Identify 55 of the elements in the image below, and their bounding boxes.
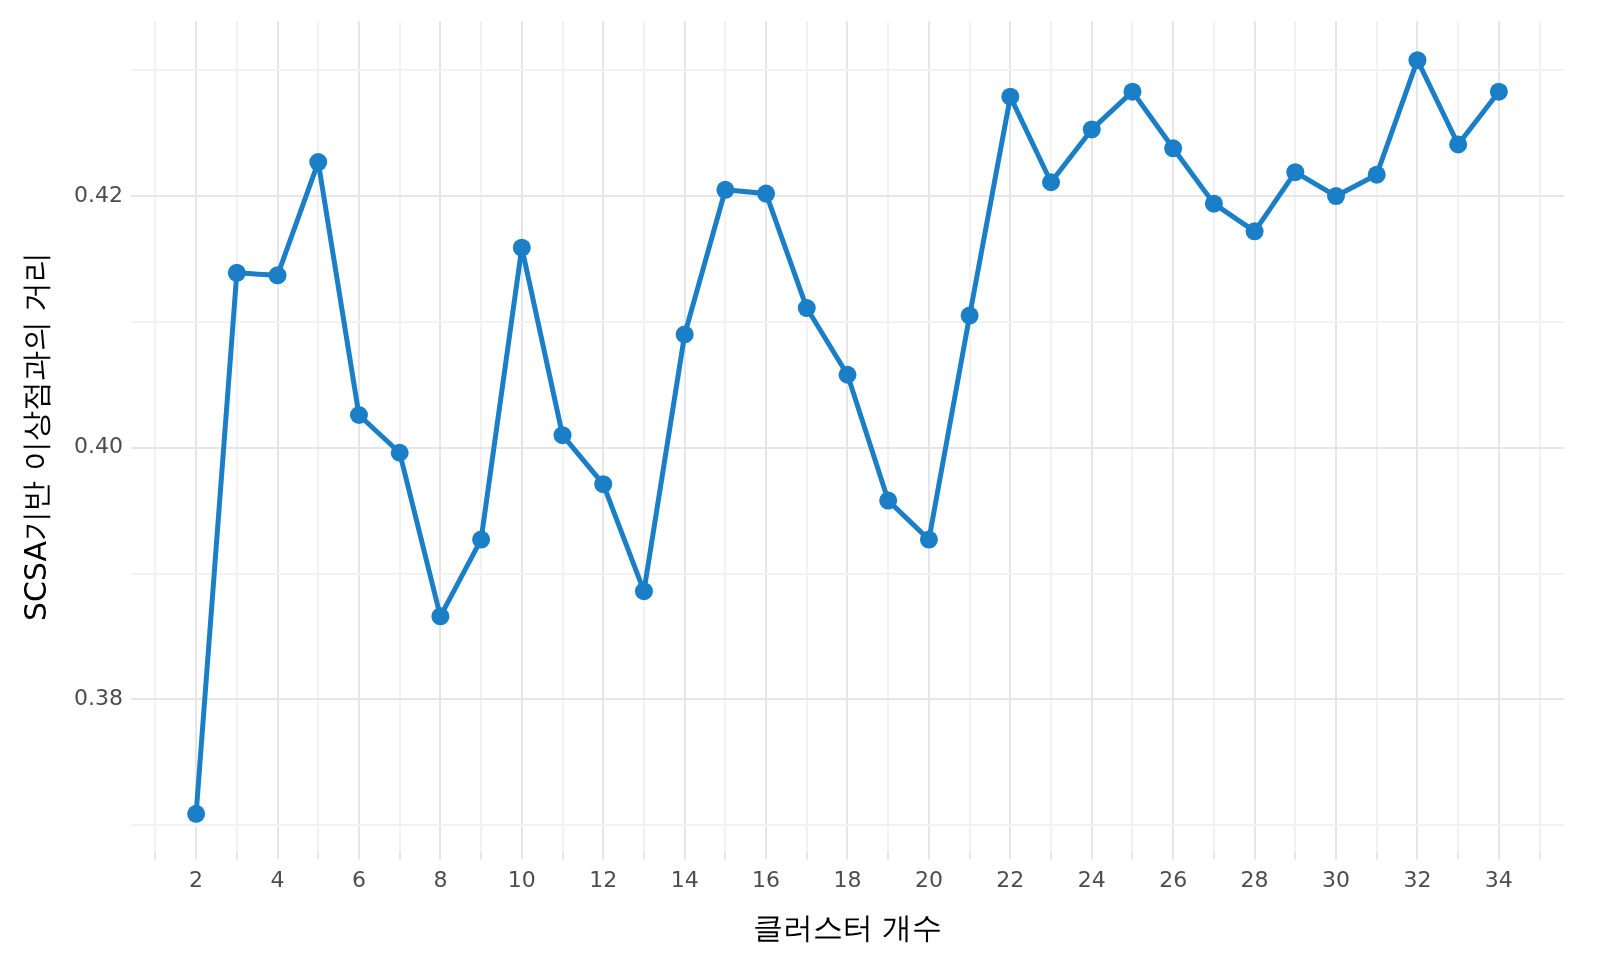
x-tick-label: 28 bbox=[1240, 866, 1269, 892]
x-tick-label: 4 bbox=[270, 866, 285, 892]
point bbox=[1489, 82, 1508, 101]
point bbox=[1286, 163, 1305, 182]
point bbox=[757, 184, 776, 203]
point bbox=[838, 365, 857, 384]
y-tick-label: 0.42 bbox=[74, 181, 123, 207]
point bbox=[268, 266, 287, 285]
point bbox=[390, 443, 409, 462]
point bbox=[553, 426, 572, 445]
point bbox=[1082, 120, 1101, 139]
x-tick-label: 10 bbox=[507, 866, 536, 892]
x-tick-label: 6 bbox=[351, 866, 366, 892]
point bbox=[1001, 87, 1020, 106]
point bbox=[797, 299, 816, 318]
point bbox=[1123, 82, 1142, 101]
point bbox=[960, 306, 979, 325]
point bbox=[1367, 165, 1386, 184]
x-tick-label: 32 bbox=[1403, 866, 1432, 892]
point bbox=[634, 582, 653, 601]
point bbox=[879, 491, 898, 510]
y-tick-label: 0.38 bbox=[74, 685, 123, 711]
point bbox=[1042, 173, 1061, 192]
point bbox=[349, 406, 368, 425]
x-tick-label: 30 bbox=[1322, 866, 1351, 892]
point bbox=[919, 530, 938, 549]
point bbox=[675, 325, 694, 344]
x-tick-label: 2 bbox=[189, 866, 204, 892]
point bbox=[1327, 187, 1346, 206]
x-tick-label: 20 bbox=[914, 866, 943, 892]
y-tick-label: 0.40 bbox=[74, 433, 123, 459]
x-axis-title: 클러스터 개수 bbox=[752, 909, 943, 945]
x-tick-label: 24 bbox=[1077, 866, 1106, 892]
point bbox=[227, 263, 246, 282]
x-tick-label: 12 bbox=[589, 866, 618, 892]
point bbox=[472, 530, 491, 549]
point bbox=[512, 238, 531, 257]
x-tick-label: 18 bbox=[833, 866, 862, 892]
x-tick-label: 8 bbox=[433, 866, 448, 892]
point bbox=[594, 475, 613, 494]
x-tick-label: 16 bbox=[752, 866, 781, 892]
x-tick-label: 26 bbox=[1159, 866, 1188, 892]
x-tick-label: 14 bbox=[670, 866, 699, 892]
point bbox=[431, 607, 450, 626]
point bbox=[1204, 194, 1223, 213]
x-tick-label: 34 bbox=[1484, 866, 1513, 892]
point bbox=[1449, 135, 1468, 154]
point bbox=[187, 804, 206, 823]
point bbox=[1245, 222, 1264, 241]
y-axis-title: SCSA기반 이상점과의 거리 bbox=[17, 251, 53, 621]
point bbox=[716, 180, 735, 199]
point bbox=[309, 153, 328, 172]
x-tick-label: 22 bbox=[996, 866, 1025, 892]
point bbox=[1164, 139, 1183, 158]
point bbox=[1408, 51, 1427, 70]
